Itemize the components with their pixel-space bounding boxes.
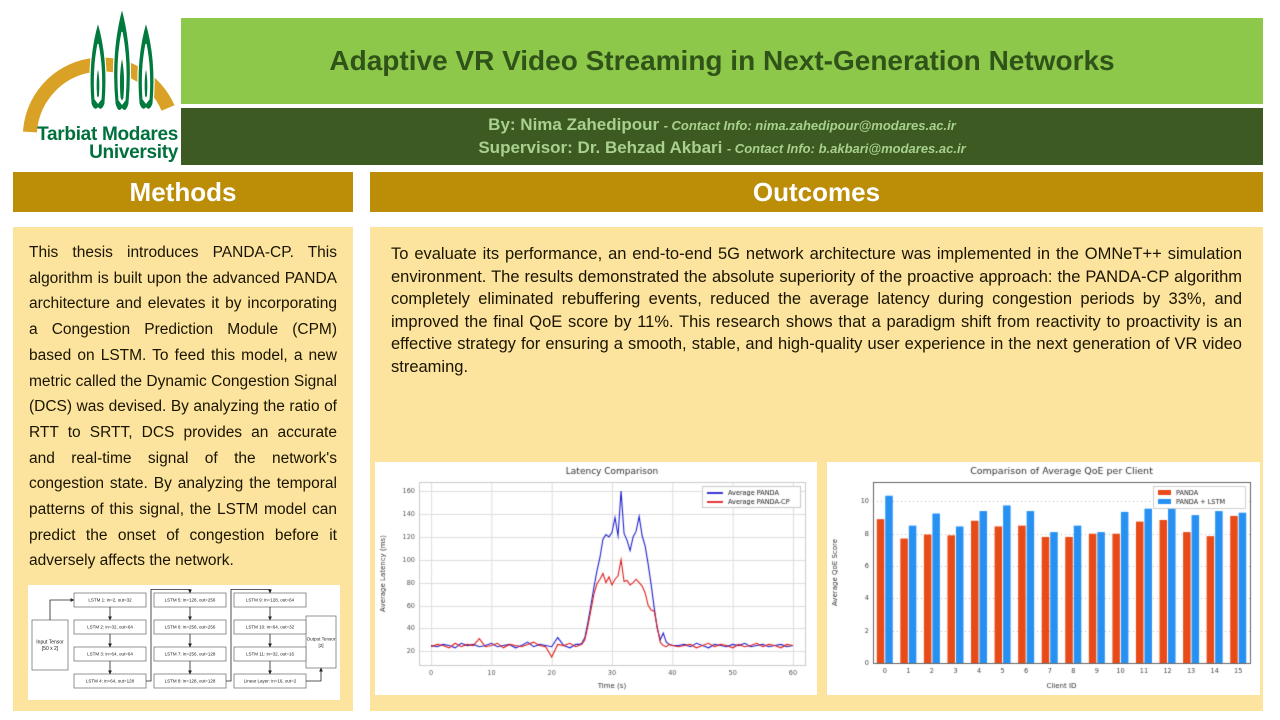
university-logo: Tarbiat Modares University bbox=[16, 4, 180, 166]
logo-wordmark: Tarbiat Modares University bbox=[16, 124, 178, 163]
outcomes-section-header: Outcomes bbox=[370, 172, 1263, 212]
diagram-node bbox=[305, 615, 337, 668]
qoe-chart-figure bbox=[827, 462, 1260, 695]
author-name: By: Nima Zahedipour bbox=[488, 115, 660, 134]
svg-text:LSTM 9: in=128, out=64: LSTM 9: in=128, out=64 bbox=[246, 597, 295, 602]
methods-section-header: Methods bbox=[13, 172, 353, 212]
svg-text:LSTM 11: in=32, out=16: LSTM 11: in=32, out=16 bbox=[246, 651, 294, 656]
svg-text:LSTM 2: in=32, out=64: LSTM 2: in=32, out=64 bbox=[87, 624, 133, 629]
outcomes-body-text: To evaluate its performance, an end-to-e… bbox=[391, 245, 1242, 376]
methods-body-text: This thesis introduces PANDA-CP. This al… bbox=[29, 244, 337, 570]
svg-text:LSTM 1: in=2, out=32: LSTM 1: in=2, out=32 bbox=[88, 597, 132, 602]
supervisor-contact: - Contact Info: b.akbari@modares.ac.ir bbox=[726, 141, 966, 156]
svg-text:LSTM 7: in=256, out=128: LSTM 7: in=256, out=128 bbox=[165, 651, 216, 656]
outcomes-heading: Outcomes bbox=[752, 176, 881, 207]
diagram-svg: Input Tensor[50 x 2] Output Tensor[2] LSTM… bbox=[31, 588, 337, 688]
poster-title: Adaptive VR Video Streaming in Next-Gene… bbox=[329, 45, 1115, 76]
author-band: By: Nima Zahedipour - Contact Info: nima… bbox=[181, 108, 1263, 165]
methods-heading: Methods bbox=[129, 176, 237, 207]
svg-text:LSTM 3: in=64, out=64: LSTM 3: in=64, out=64 bbox=[87, 651, 133, 656]
outcomes-panel: To evaluate its performance, an end-to-e… bbox=[370, 227, 1263, 711]
lstm-architecture-diagram: Input Tensor [50 x 2] Output Tensor [2] LSTM… bbox=[28, 585, 340, 700]
svg-text:LSTM 8: in=128, out=128: LSTM 8: in=128, out=128 bbox=[165, 678, 216, 683]
logo-trees bbox=[89, 5, 155, 112]
svg-text:[2]: [2] bbox=[318, 642, 323, 647]
logo-graphic bbox=[23, 5, 175, 133]
svg-text:Input Tensor: Input Tensor bbox=[36, 639, 64, 645]
qoe-chart-canvas bbox=[827, 462, 1260, 695]
svg-text:LSTM 5: in=128, out=256: LSTM 5: in=128, out=256 bbox=[165, 597, 216, 602]
title-band: Adaptive VR Video Streaming in Next-Gene… bbox=[181, 18, 1263, 104]
svg-text:Output Tensor: Output Tensor bbox=[307, 636, 336, 641]
methods-panel: This thesis introduces PANDA-CP. This al… bbox=[13, 227, 353, 711]
latency-chart-canvas bbox=[375, 462, 817, 695]
logo-wordmark-line2: University bbox=[89, 142, 178, 163]
svg-text:Linear Layer: in=16, out=2: Linear Layer: in=16, out=2 bbox=[244, 678, 297, 683]
supervisor-name: Supervisor: Dr. Behzad Akbari bbox=[478, 138, 723, 157]
svg-text:LSTM 4: in=64, out=128: LSTM 4: in=64, out=128 bbox=[86, 678, 135, 683]
supervisor-line: Supervisor: Dr. Behzad Akbari - Contact … bbox=[478, 138, 965, 158]
logo-wordmark-line1: Tarbiat Modares bbox=[37, 124, 178, 145]
svg-text:[50 x 2]: [50 x 2] bbox=[42, 645, 59, 651]
latency-chart-figure bbox=[375, 462, 817, 695]
author-contact: - Contact Info: nima.zahedipour@modares.… bbox=[663, 118, 956, 133]
svg-text:LSTM 6: in=256, out=256: LSTM 6: in=256, out=256 bbox=[165, 624, 216, 629]
svg-text:LSTM 10: in=64, out=32: LSTM 10: in=64, out=32 bbox=[246, 624, 295, 629]
byline: By: Nima Zahedipour - Contact Info: nima… bbox=[488, 115, 956, 135]
